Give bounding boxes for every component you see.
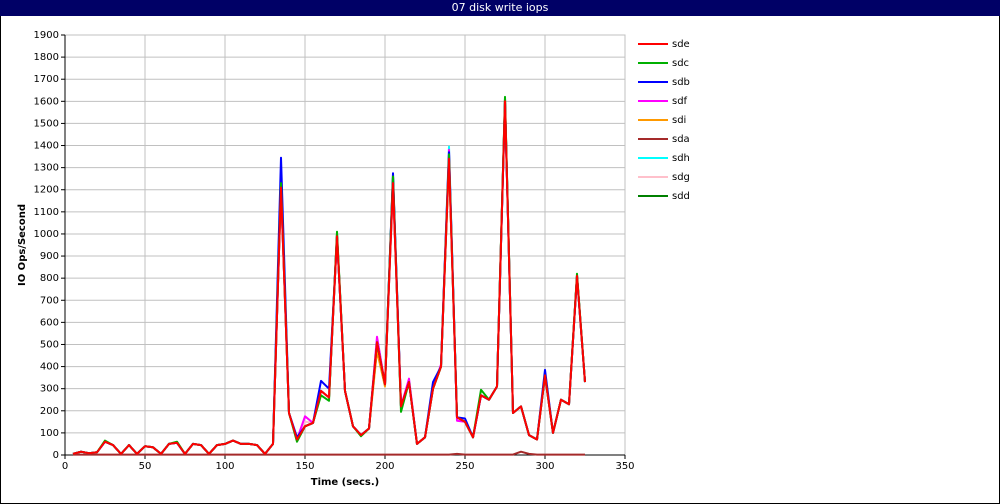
y-tick-label: 1200: [34, 185, 59, 196]
y-tick-label: 200: [40, 406, 59, 417]
y-tick-label: 1800: [34, 52, 59, 63]
legend-label: sdd: [672, 191, 690, 202]
y-tick-label: 1400: [34, 141, 59, 152]
legend-label: sdf: [672, 96, 688, 107]
y-axis-title: IO Ops/Second: [17, 204, 28, 286]
y-tick-label: 1000: [34, 229, 59, 240]
y-tick-label: 0: [53, 450, 59, 461]
chart-title: 07 disk write iops: [452, 1, 549, 14]
y-tick-label: 300: [40, 384, 59, 395]
y-tick-label: 600: [40, 317, 59, 328]
x-tick-label: 50: [139, 461, 152, 472]
y-tick-label: 1500: [34, 118, 59, 129]
y-tick-label: 1600: [34, 96, 59, 107]
y-tick-label: 1700: [34, 74, 59, 85]
legend-label: sdb: [672, 77, 690, 88]
series-line: [72, 100, 586, 455]
x-tick-label: 300: [535, 461, 554, 472]
y-tick-label: 500: [40, 339, 59, 350]
y-tick-label: 400: [40, 362, 59, 373]
y-tick-label: 700: [40, 295, 59, 306]
x-tick-label: 200: [375, 461, 394, 472]
x-tick-label: 100: [215, 461, 234, 472]
y-tick-label: 800: [40, 273, 59, 284]
legend-label: sdi: [672, 115, 686, 126]
x-axis-title: Time (secs.): [311, 477, 380, 488]
y-tick-label: 1900: [34, 30, 59, 41]
x-tick-label: 0: [62, 461, 68, 472]
legend-label: sdg: [672, 172, 690, 183]
legend-label: sdh: [672, 153, 690, 164]
x-tick-label: 250: [455, 461, 474, 472]
legend-label: sde: [672, 39, 690, 50]
y-tick-label: 1300: [34, 163, 59, 174]
legend-label: sda: [672, 134, 690, 145]
title-bar: [0, 0, 1000, 16]
series-line: [73, 450, 585, 456]
x-tick-label: 150: [295, 461, 314, 472]
x-tick-label: 350: [615, 461, 634, 472]
legend-label: sdc: [672, 58, 689, 69]
y-tick-label: 900: [40, 251, 59, 262]
y-tick-label: 1100: [34, 207, 59, 218]
y-tick-label: 100: [40, 428, 59, 439]
